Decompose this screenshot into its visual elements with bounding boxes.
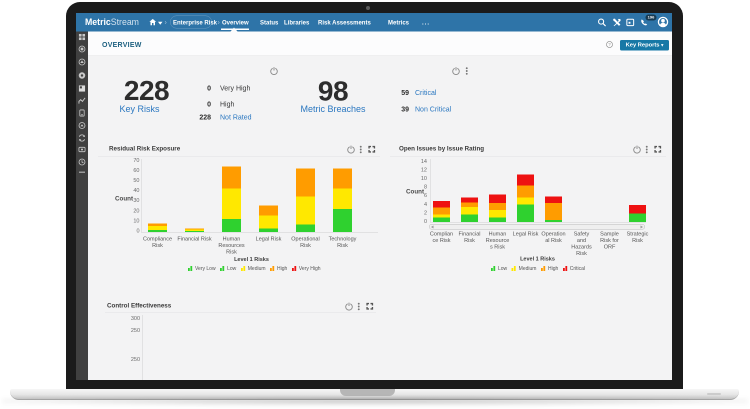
svg-text:?: ? [608, 42, 611, 47]
